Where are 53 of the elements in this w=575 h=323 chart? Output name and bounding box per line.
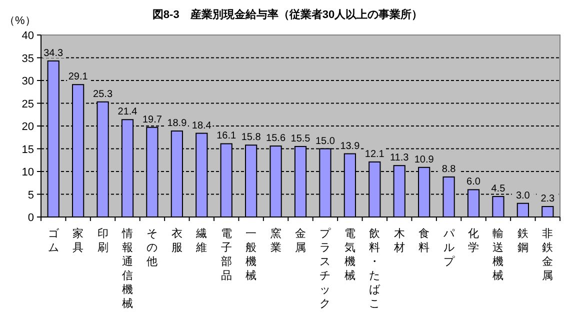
x-tick-label: 家具 (72, 227, 84, 254)
data-label: 15.0 (315, 136, 336, 147)
data-label: 13.9 (340, 140, 360, 152)
data-label: 25.3 (93, 88, 113, 100)
data-label: 10.9 (414, 154, 434, 166)
data-label: 15.5 (290, 133, 311, 144)
chart-title: 図8-3 産業別現金給与率（従業者30人以上の事業所） (152, 8, 423, 21)
data-label: 15.8 (241, 132, 262, 144)
x-tick-label: 化学 (468, 228, 479, 254)
x-tick-label: 印刷 (97, 227, 108, 254)
x-tick-label: 一般機械 (246, 228, 257, 282)
y-tick-label: 0 (28, 212, 34, 224)
y-axis-title: （%） (4, 15, 36, 27)
data-label: 2.3 (540, 194, 556, 205)
y-tick-label: 5 (28, 189, 34, 202)
x-tick-label: その他 (146, 228, 158, 268)
data-label: 4.5 (491, 184, 506, 195)
data-label: 19.7 (142, 114, 162, 126)
y-tick-label: 40 (22, 30, 34, 42)
x-tick-label: 鉄鋼 (517, 228, 528, 254)
x-tick-label: パルプ (442, 228, 456, 268)
data-label: 18.9 (167, 118, 188, 130)
y-tick-label: 10 (22, 166, 34, 178)
x-tick-label: 金属 (295, 228, 306, 254)
x-tick-label: ゴム (48, 228, 60, 254)
y-tick-label: 20 (22, 121, 34, 133)
x-tick-label: 飲料・たばこ (369, 228, 382, 310)
data-label: 8.8 (442, 164, 456, 175)
x-tick-label: 衣服 (171, 227, 182, 254)
x-tick-label: 木材 (392, 227, 405, 254)
data-label: 6.0 (466, 176, 481, 188)
x-tick-label: 窯業 (270, 227, 282, 254)
data-label: 12.1 (364, 148, 385, 160)
data-label: 18.4 (192, 120, 212, 132)
data-label: 16.1 (216, 130, 237, 142)
x-tick-label: 繊維 (195, 227, 208, 254)
data-label: 34.3 (44, 48, 64, 59)
y-tick-label: 15 (22, 144, 34, 156)
data-label: 21.4 (118, 106, 138, 118)
x-tick-label: 情報通信機械 (121, 227, 133, 310)
y-tick-label: 35 (22, 52, 34, 65)
y-tick-label: 25 (22, 98, 34, 110)
x-tick-label: 非鉄金属 (542, 227, 554, 282)
x-tick-label: 食料 (418, 228, 430, 254)
data-label: 3.0 (516, 190, 530, 202)
data-label: 11.3 (390, 152, 410, 164)
x-tick-label: 電子部品 (220, 228, 232, 282)
x-tick-label: プラスチック (320, 227, 332, 310)
y-tick-label: 30 (22, 76, 34, 88)
data-label: 29.1 (68, 72, 88, 83)
x-tick-label: 電気機械 (344, 228, 356, 282)
x-tick-label: 輸送機械 (492, 228, 504, 282)
data-label: 15.6 (266, 133, 286, 144)
